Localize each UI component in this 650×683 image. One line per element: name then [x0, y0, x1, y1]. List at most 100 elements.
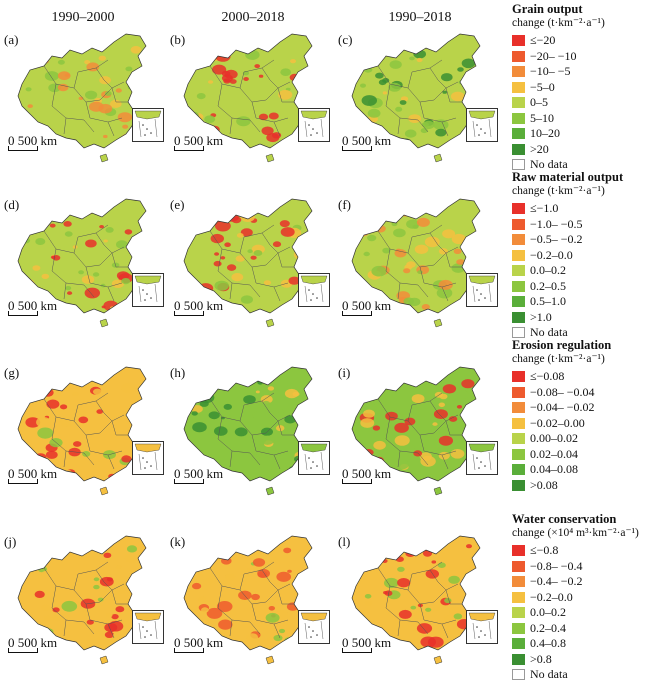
- map-panel: (i) 0 500 km: [338, 355, 498, 505]
- china-map: [351, 33, 481, 163]
- legend-entry: >1.0: [512, 310, 650, 326]
- legend-swatch: [512, 81, 525, 93]
- scale-bar-label: 0 500 km: [342, 298, 392, 313]
- legend-label: −0.02–0.00: [530, 415, 585, 430]
- map-panel: (a) 0 500 km: [4, 22, 164, 172]
- map-panel: (e) 0 500 km: [170, 187, 330, 337]
- legend-swatch-no-data: [512, 669, 525, 681]
- legend-entry: 10–20: [512, 126, 650, 142]
- scale-bar-label: 0 500 km: [174, 133, 224, 148]
- legend-swatch: [512, 203, 525, 215]
- panel-letter: (i): [338, 365, 351, 380]
- scale-bar-label: 0 500 km: [174, 635, 224, 650]
- china-map: [183, 366, 313, 496]
- panel-letter: (b): [170, 32, 186, 47]
- legend-swatch: [512, 311, 525, 323]
- china-map: [183, 535, 313, 665]
- map-panel: (j) 0 500 km: [4, 524, 164, 674]
- legend-swatch: [512, 35, 525, 47]
- legend-entry: −20– −10: [512, 49, 650, 65]
- panel-letter: (a): [4, 32, 19, 47]
- south-china-sea-inset: [298, 108, 330, 142]
- legend-entry: 5–10: [512, 111, 650, 127]
- china-map: [17, 535, 147, 665]
- legend-swatch: [512, 66, 525, 78]
- legend-swatch: [512, 386, 525, 398]
- legend-swatch: [512, 576, 525, 588]
- legend-swatch: [512, 464, 525, 476]
- panel-letter: (f): [338, 197, 351, 212]
- legend-title: Grain output: [512, 2, 583, 16]
- scale-bar-line: [8, 479, 38, 484]
- legend-swatch: [512, 112, 525, 124]
- panel-letter: (d): [4, 197, 20, 212]
- legend-entry: −5–0: [512, 80, 650, 96]
- legend-label: >0.8: [530, 651, 552, 666]
- legend-label-no-data: No data: [530, 157, 568, 172]
- legend-swatch: [512, 50, 525, 62]
- legend-label: −0.2–0.0: [530, 247, 573, 262]
- legend-entry-no-data: No data: [512, 157, 650, 173]
- legend-entry: >0.8: [512, 652, 650, 668]
- legend-swatch: [512, 371, 525, 383]
- scale-bar-line: [342, 311, 372, 316]
- legend-entry: −10– −5: [512, 64, 650, 80]
- legend-entry: −0.08– −0.04: [512, 385, 650, 401]
- legend-entry-no-data: No data: [512, 325, 650, 341]
- legend-entry: 0.4–0.8: [512, 636, 650, 652]
- south-china-sea-inset: [466, 108, 498, 142]
- legend-swatch: [512, 234, 525, 246]
- panel-letter: (c): [338, 32, 353, 47]
- legend-swatch: [512, 128, 525, 140]
- legend-label: 0.0–0.2: [530, 605, 566, 620]
- south-china-sea-inset: [466, 273, 498, 307]
- legend-swatch: [512, 433, 525, 445]
- legend-label: −0.5– −0.2: [530, 232, 583, 247]
- scale-bar-label: 0 500 km: [8, 635, 58, 650]
- map-panel: (g) 0 500 km: [4, 355, 164, 505]
- legend: Grain output change (t·km⁻²·a⁻¹) ≤−20 −2…: [512, 2, 650, 173]
- legend-label: 10–20: [530, 126, 560, 141]
- legend-label: −0.8– −0.4: [530, 558, 583, 573]
- panel-letter: (j): [4, 534, 17, 549]
- legend-title: Water conservation: [512, 512, 617, 526]
- legend-label: ≤−1.0: [530, 201, 559, 216]
- legend-swatch: [512, 545, 525, 557]
- legend-label: 0.00–0.02: [530, 431, 578, 446]
- legend-entry: 0.2–0.4: [512, 621, 650, 637]
- map-panel: (c) 0 500 km: [338, 22, 498, 172]
- legend-label: 0.04–0.08: [530, 462, 578, 477]
- legend-label: >1.0: [530, 309, 552, 324]
- south-china-sea-inset: [132, 441, 164, 475]
- legend-label-no-data: No data: [530, 667, 568, 682]
- column-title-2000-2018: 2000–2018: [221, 10, 285, 25]
- legend-entry: 0.0–0.2: [512, 263, 650, 279]
- map-panel: (b) 0 500 km: [170, 22, 330, 172]
- legend-label: 0.5–1.0: [530, 294, 566, 309]
- south-china-sea-inset: [132, 610, 164, 644]
- legend-label: −1.0– −0.5: [530, 216, 583, 231]
- legend-swatch: [512, 479, 525, 491]
- legend-entry: >20: [512, 142, 650, 158]
- scale-bar-label: 0 500 km: [342, 466, 392, 481]
- legend-swatch: [512, 653, 525, 665]
- legend-subtitle: change (t·km⁻²·a⁻¹): [512, 353, 605, 365]
- legend-label: >20: [530, 141, 549, 156]
- panel-letter: (e): [170, 197, 185, 212]
- legend-entry: −0.2–0.0: [512, 248, 650, 264]
- legend-entry: 0.00–0.02: [512, 431, 650, 447]
- legend-label: 0.02–0.04: [530, 446, 578, 461]
- legend-entry: ≤−20: [512, 33, 650, 49]
- scale-bar-line: [342, 146, 372, 151]
- legend-swatch: [512, 448, 525, 460]
- south-china-sea-inset: [132, 273, 164, 307]
- china-map: [17, 198, 147, 328]
- legend-entry: −0.02–0.00: [512, 416, 650, 432]
- legend: Raw material output change (t·km⁻²·a⁻¹) …: [512, 170, 650, 341]
- legend-swatch: [512, 296, 525, 308]
- legend-swatch-no-data: [512, 327, 525, 339]
- legend-subtitle: change (t·km⁻²·a⁻¹): [512, 185, 605, 197]
- legend-swatch: [512, 560, 525, 572]
- map-panel: (h) 0 500 km: [170, 355, 330, 505]
- legend-entry-no-data: No data: [512, 667, 650, 683]
